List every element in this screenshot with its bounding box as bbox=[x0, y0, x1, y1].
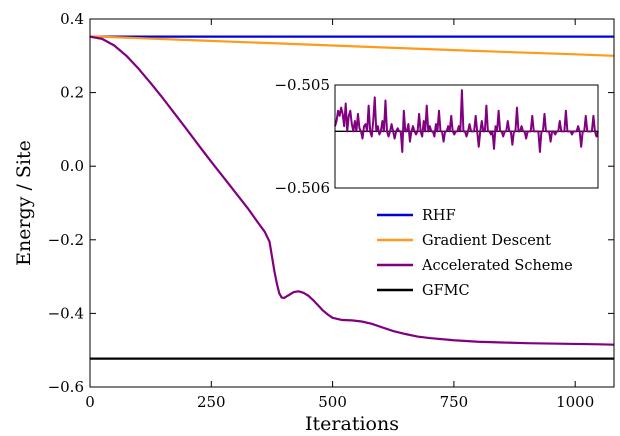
y-tick-label: −0.2 bbox=[48, 231, 84, 249]
plot-area bbox=[89, 35, 615, 360]
inset-line-accelerated-scheme bbox=[334, 89, 599, 153]
x-tick-label: 0 bbox=[85, 393, 95, 411]
y-tick-label: −0.4 bbox=[48, 304, 84, 322]
inset-plot: −0.505 −0.506 bbox=[274, 76, 599, 197]
x-axis-title: Iterations bbox=[305, 413, 399, 435]
inset-series bbox=[334, 89, 599, 153]
y-tick-label: 0.2 bbox=[60, 84, 84, 102]
legend-item-gradient-descent: Gradient Descent bbox=[377, 233, 551, 249]
x-tick-label: 750 bbox=[440, 393, 469, 411]
inset-tick-label-top: −0.505 bbox=[274, 76, 330, 94]
x-tick-label: 250 bbox=[197, 393, 226, 411]
legend-item-rhf: RHF bbox=[377, 208, 456, 224]
legend-label-gfmc: GFMC bbox=[422, 283, 470, 299]
legend-label-gradient-descent: Gradient Descent bbox=[422, 233, 551, 249]
legend-item-gfmc: GFMC bbox=[377, 283, 470, 299]
y-tick-label: 0.0 bbox=[60, 157, 84, 175]
plot-frame bbox=[89, 18, 615, 388]
y-tick-label: 0.4 bbox=[60, 10, 84, 28]
inset-tick-label-bottom: −0.506 bbox=[274, 179, 330, 197]
legend: RHF Gradient Descent Accelerated Scheme … bbox=[377, 208, 573, 299]
y-tick-label: −0.6 bbox=[48, 378, 84, 396]
axis-ticks: 0 250 500 750 1000 −0.6 −0.4 −0.2 0.0 0.2 0.4 bbox=[48, 10, 614, 411]
x-tick-label: 500 bbox=[318, 393, 347, 411]
series-line-accelerated-scheme bbox=[89, 35, 615, 346]
x-tick-label: 1000 bbox=[556, 393, 594, 411]
series-line-gradient-descent bbox=[89, 35, 615, 57]
legend-item-accelerated-scheme: Accelerated Scheme bbox=[377, 258, 573, 274]
legend-label-rhf: RHF bbox=[422, 208, 456, 224]
y-axis-title: Energy / Site bbox=[13, 140, 35, 266]
inset-frame bbox=[334, 84, 599, 189]
legend-label-accelerated-scheme: Accelerated Scheme bbox=[421, 258, 573, 274]
